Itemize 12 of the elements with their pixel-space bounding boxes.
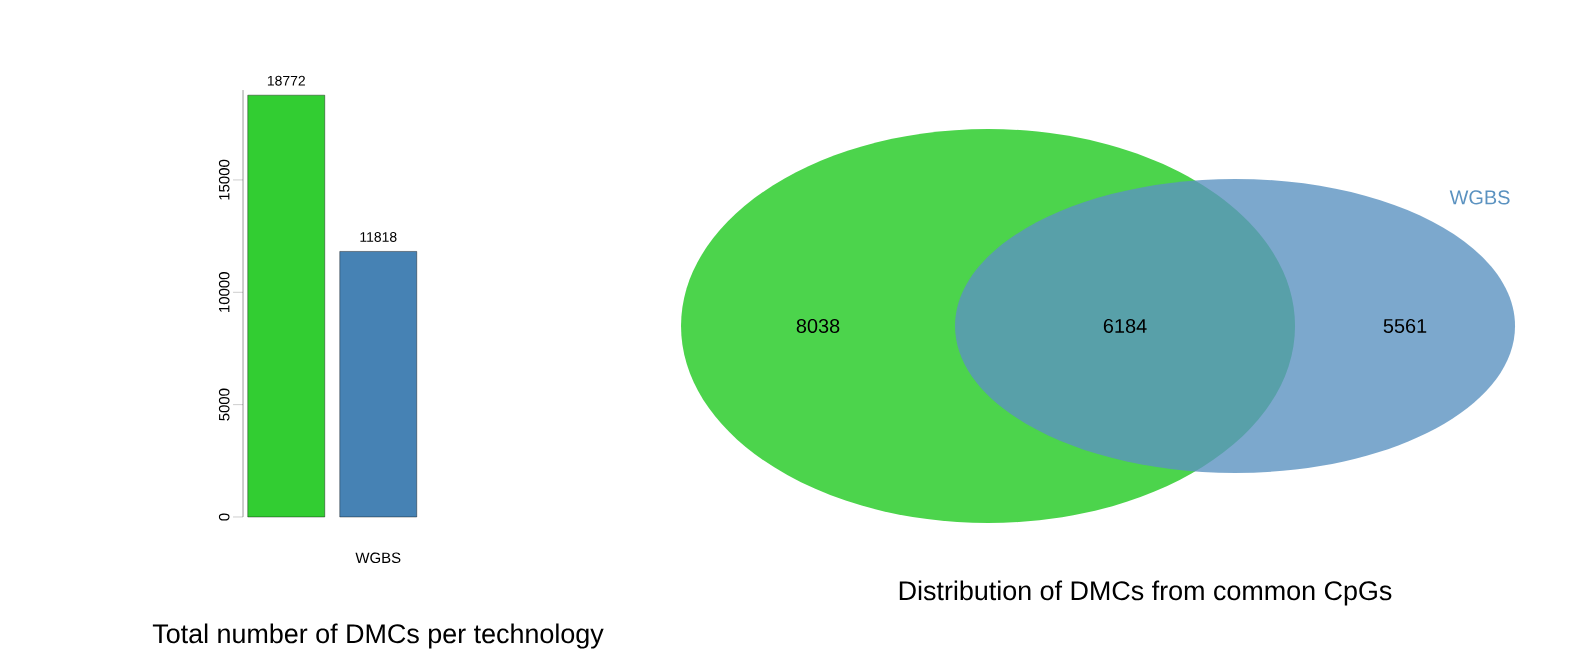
y-tick-label: 0 (218, 513, 230, 521)
text: 6184 (1103, 318, 1147, 334)
text: 8038 (796, 318, 840, 334)
y-tick-label: 5000 (218, 388, 230, 421)
y-tick-label: 10000 (218, 272, 230, 312)
text: Distribution of DMCs from common CpGs (899, 580, 1392, 606)
data-label: 18772 (267, 75, 305, 86)
text: 5561 (1383, 318, 1427, 334)
legend-label: WGBS (1449, 190, 1510, 205)
y-tick-label: 15000 (218, 159, 230, 200)
data-label: 11818 (360, 232, 397, 242)
text: Total number of DMCs per technology (152, 623, 604, 649)
